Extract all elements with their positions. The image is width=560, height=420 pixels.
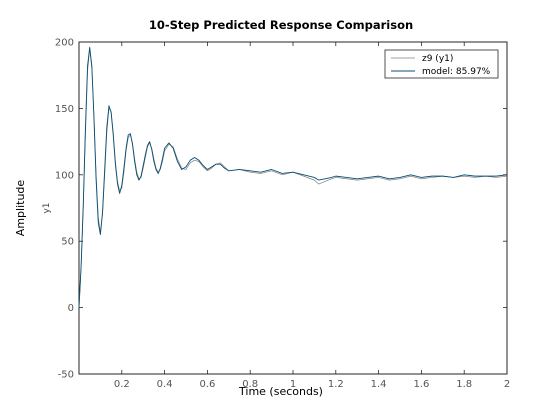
x-tick-label: 1 bbox=[290, 379, 296, 390]
legend[interactable]: z9 (y1) model: 85.97% bbox=[384, 49, 499, 79]
x-tick-label: 0.4 bbox=[157, 379, 173, 390]
x-axis-label: Time (seconds) bbox=[238, 385, 323, 398]
legend-entry-measured: z9 (y1) bbox=[422, 54, 453, 64]
series-layer bbox=[78, 46, 508, 308]
x-tick-label: 1.8 bbox=[456, 379, 472, 390]
y-tick-label: 200 bbox=[55, 38, 74, 49]
legend-box bbox=[384, 49, 499, 79]
x-tick-label: 1.2 bbox=[328, 379, 344, 390]
y-tick-label: 150 bbox=[55, 104, 74, 115]
plot-area bbox=[78, 41, 508, 375]
legend-entry-model: model: 85.97% bbox=[422, 67, 491, 77]
x-tick-label: 0.8 bbox=[242, 379, 258, 390]
chart-title: 10-Step Predicted Response Comparison bbox=[149, 18, 413, 32]
series-line-model bbox=[78, 46, 508, 308]
tick-layer: 0.2 0.4 0.6 0.8 1 1.2 1.4 1.6 1.8 2 -50 0 50 100 150 20… bbox=[55, 38, 510, 391]
y-channel-label: y1 bbox=[42, 202, 52, 213]
x-tick-label: 2 bbox=[504, 379, 510, 390]
y-tick-label: -50 bbox=[58, 370, 74, 381]
y-tick-label: 50 bbox=[61, 237, 74, 248]
x-tick-label: 0.6 bbox=[199, 379, 215, 390]
y-axis-label: Amplitude bbox=[14, 180, 27, 237]
x-tick-label: 1.6 bbox=[413, 379, 429, 390]
x-tick-label: 1.4 bbox=[371, 379, 387, 390]
x-tick-label: 0.2 bbox=[114, 379, 130, 390]
y-tick-label: 100 bbox=[55, 170, 74, 181]
y-tick-label: 0 bbox=[68, 303, 74, 314]
